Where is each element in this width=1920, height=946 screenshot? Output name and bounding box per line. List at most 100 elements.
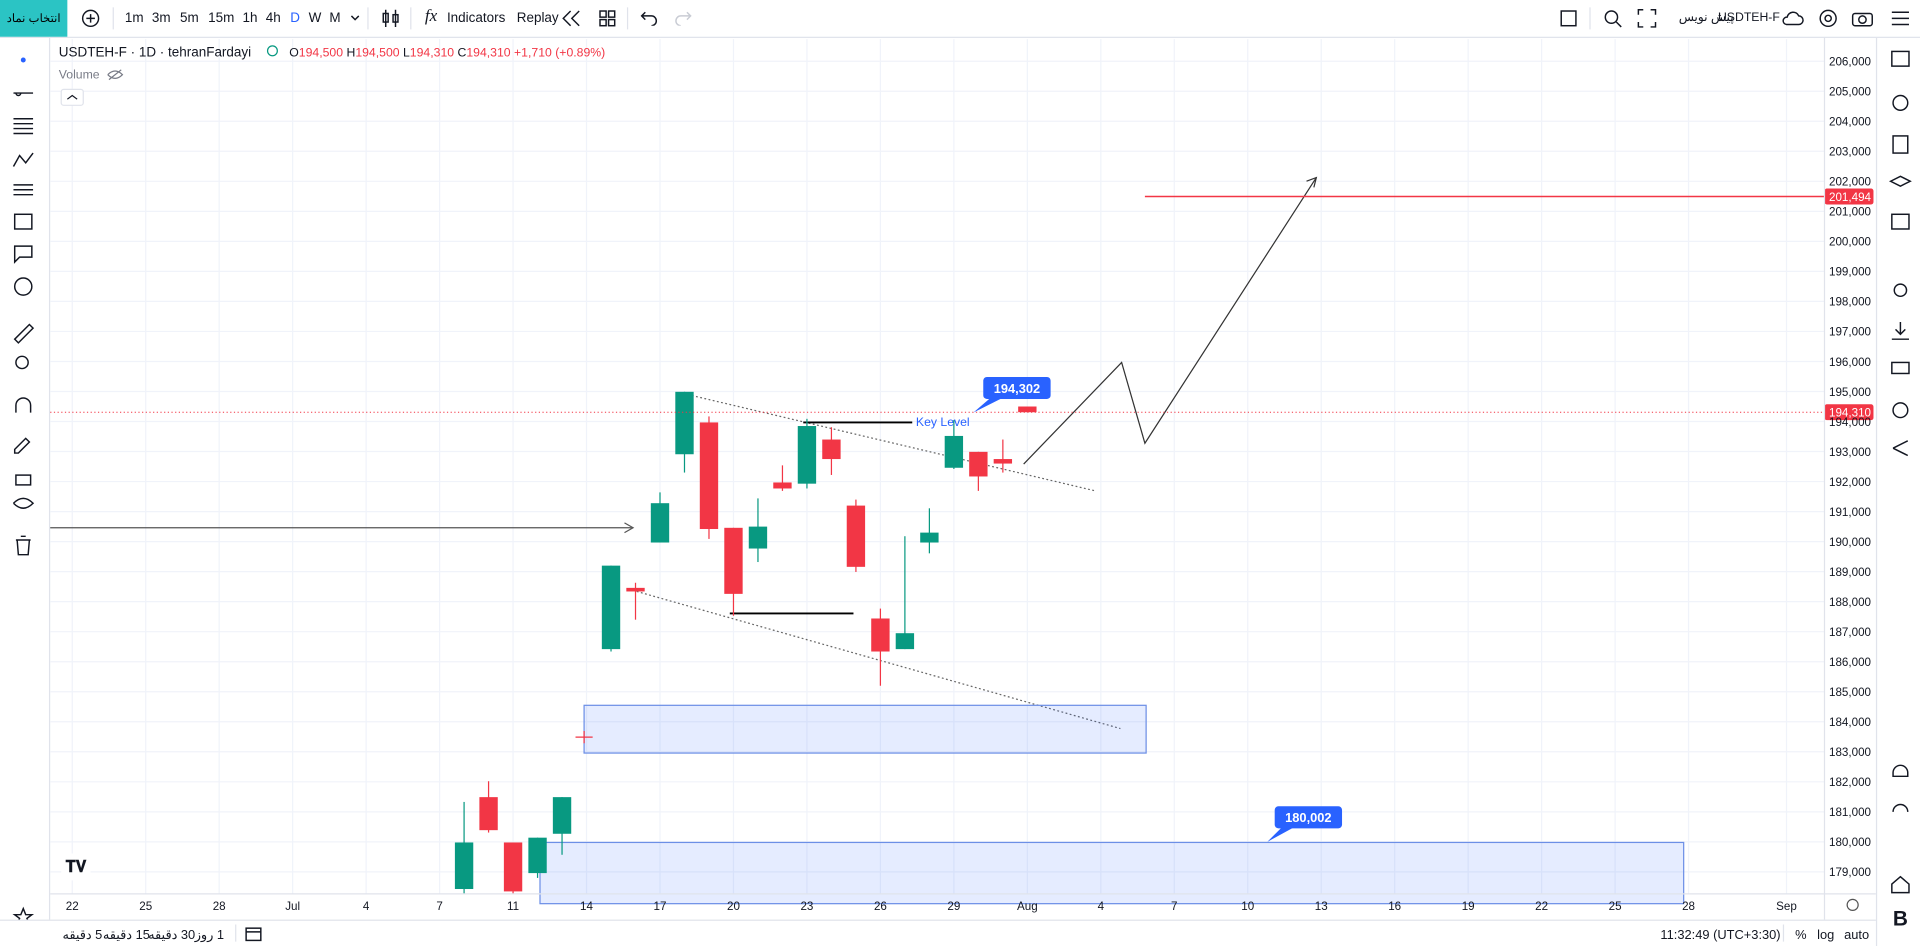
ohlc-key: L [402, 46, 410, 61]
y-tick-label: 181,000 [1829, 806, 1872, 819]
broker-logo[interactable]: B [1893, 908, 1908, 931]
y-tick-label: 185,000 [1829, 686, 1872, 699]
cross-marker [575, 731, 593, 744]
home-icon[interactable] [1891, 875, 1910, 894]
zoom-icon[interactable] [1603, 9, 1623, 29]
interval[interactable]: 4h [265, 11, 281, 26]
candle-body [871, 618, 890, 652]
log-toggle[interactable]: log [1817, 928, 1835, 943]
download-icon[interactable] [1891, 322, 1909, 340]
shape-tool[interactable] [13, 213, 33, 230]
interval[interactable]: 1m [124, 11, 144, 26]
interval[interactable]: 3m [151, 11, 171, 26]
calendar-icon[interactable] [1891, 213, 1910, 230]
text-tool[interactable] [13, 245, 33, 264]
axis-settings-icon[interactable] [1846, 898, 1859, 912]
candles-icon[interactable] [381, 9, 401, 29]
support-icon[interactable] [1892, 803, 1909, 812]
candle-body [944, 435, 964, 468]
redo-icon[interactable] [675, 11, 692, 26]
legend: USDTEH-F · 1D · tehranFardayi O194,500 H… [59, 45, 605, 60]
ohlc-value: 194,310 [409, 46, 455, 61]
dropdown-icon[interactable] [349, 12, 361, 24]
y-tick-label: 199,000 [1829, 266, 1872, 279]
x-tick-label: Aug [1017, 900, 1038, 913]
menu-icon[interactable] [1891, 11, 1911, 26]
line-tool[interactable] [13, 92, 34, 97]
watchlist-icon[interactable] [1891, 50, 1910, 67]
interval[interactable]: M [329, 11, 341, 26]
settings-icon[interactable] [1818, 9, 1838, 29]
auto-toggle[interactable]: auto [1844, 928, 1870, 943]
ruler-tool[interactable] [13, 323, 35, 344]
candle-body [724, 527, 743, 594]
magnet-tool[interactable] [15, 397, 32, 413]
draw-lock-tool[interactable] [13, 437, 31, 454]
share-icon[interactable] [1892, 440, 1909, 457]
notes-icon[interactable] [1892, 135, 1909, 154]
candle-body [822, 439, 841, 460]
emoji-tool[interactable] [13, 277, 33, 296]
x-tick-label: 13 [1315, 900, 1328, 913]
alerts-icon[interactable] [1892, 94, 1909, 111]
forecast-tool[interactable] [13, 184, 34, 196]
collapse-legend-button[interactable] [60, 88, 84, 106]
legend-title: USDTEH-F · 1D · tehranFardayi [58, 45, 252, 61]
interval[interactable]: 15m [208, 11, 235, 26]
fullscreen-icon[interactable] [1560, 10, 1577, 27]
pattern-tool[interactable] [12, 152, 34, 167]
x-tick-label: 28 [213, 900, 226, 913]
y-tick-label: 186,000 [1829, 656, 1872, 669]
cloud-icon[interactable] [1780, 9, 1804, 29]
cursor-tool[interactable] [20, 57, 26, 63]
symbol-search-button[interactable]: انتخاب نماد [0, 0, 68, 37]
replay-icon[interactable] [561, 10, 583, 27]
layout-icon[interactable] [599, 10, 616, 27]
replay-button[interactable]: Replay [516, 11, 559, 26]
x-tick-label: 4 [363, 900, 370, 913]
layers-icon[interactable] [1888, 175, 1912, 187]
fx-icon[interactable]: fx [424, 7, 438, 26]
separator [235, 924, 237, 942]
candle-body [846, 505, 866, 567]
percent-toggle[interactable]: % [1795, 928, 1807, 943]
range-button[interactable]: 15 دقیقه [102, 928, 150, 943]
settings-icon[interactable] [1893, 283, 1908, 298]
camera-icon[interactable] [1851, 9, 1873, 29]
status-dot [267, 45, 279, 57]
interval[interactable]: 1h [242, 11, 258, 26]
add-symbol-icon[interactable] [81, 9, 101, 29]
y-tick-label: 179,000 [1829, 866, 1872, 879]
fib-tool[interactable] [13, 118, 34, 135]
range-button[interactable]: 1 روز [194, 928, 225, 943]
notifications-icon[interactable] [1892, 764, 1909, 778]
callout-label: 194,302 [994, 381, 1040, 396]
x-tick-label: 22 [66, 900, 79, 913]
card-icon[interactable] [1891, 361, 1910, 375]
indicators-button[interactable]: Indicators [446, 11, 506, 26]
expand-icon[interactable] [1637, 9, 1657, 29]
interval-active[interactable]: D [290, 11, 300, 26]
undo-icon[interactable] [640, 11, 657, 26]
x-tick-label: 11 [507, 900, 519, 913]
interval[interactable]: W [308, 11, 322, 26]
date-range-icon[interactable] [245, 926, 265, 943]
visibility-tool[interactable] [12, 497, 35, 509]
hidden-icon[interactable] [107, 69, 124, 81]
sidebar-icons: B [1888, 50, 1912, 931]
x-tick-label: 26 [874, 900, 887, 913]
x-tick-label: Sep [1776, 900, 1797, 913]
account-icon[interactable] [1892, 402, 1909, 419]
range-button[interactable]: 5 دقیقه [62, 928, 103, 943]
callout-box [983, 376, 1051, 399]
range-button[interactable]: 30 دقیقه [148, 928, 196, 943]
zoom-tool[interactable] [15, 355, 29, 370]
candle-body [699, 422, 719, 530]
interval[interactable]: 5m [180, 11, 199, 26]
symbol-name[interactable]: USDTEH-F [1717, 11, 1780, 25]
x-tick-label: 16 [1388, 900, 1401, 913]
lock-tool[interactable] [15, 474, 32, 486]
y-tick-label: 196,000 [1829, 356, 1872, 369]
y-tick-label: 194,000 [1829, 416, 1872, 429]
delete-tool[interactable] [15, 535, 31, 556]
